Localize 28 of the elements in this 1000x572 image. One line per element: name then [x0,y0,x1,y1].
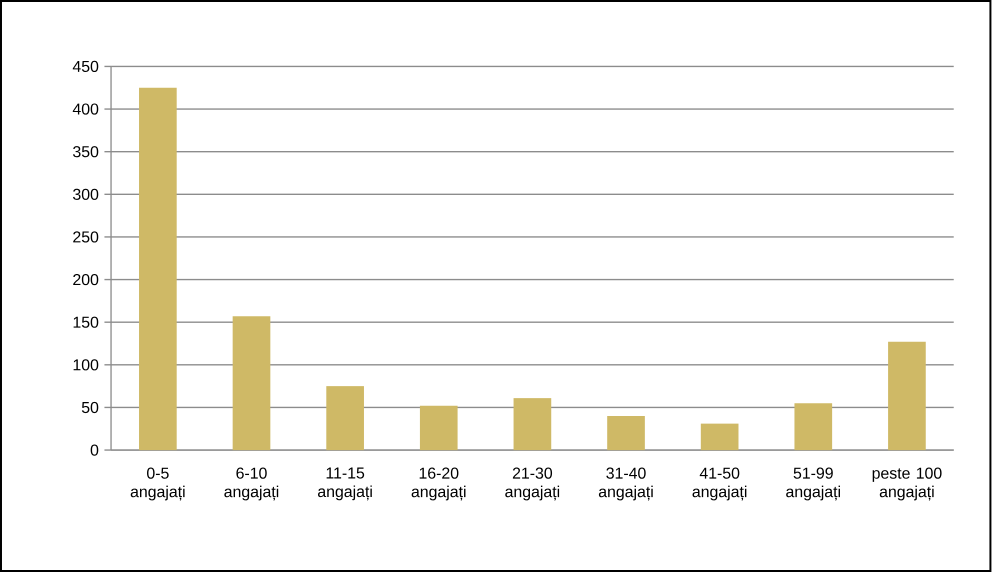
bar [888,342,926,450]
bar [232,316,270,450]
y-tick-label: 200 [73,274,98,286]
bar [700,424,738,450]
y-tick-label: 250 [73,231,98,243]
x-tick-label: 6-10 angajați [224,468,278,500]
x-tick-label: 31-40 angajați [598,468,653,500]
x-tick-label: 11-15 angajați [318,468,372,500]
bar [139,88,177,450]
y-tick-label: 50 [82,402,98,414]
bar [326,386,364,450]
y-tick-label: 450 [72,60,98,72]
bar [794,403,832,450]
y-tick-label: 100 [74,359,98,370]
bar [514,398,552,450]
y-tick-label: 350 [73,146,98,158]
bar [607,416,645,450]
bar [420,406,458,450]
x-tick-label: 21-30 angajați [505,468,560,500]
y-tick-label: 0 [90,444,98,456]
x-tick-label: 16-20 angajați [412,468,466,500]
x-tick-label: 0-5 angajați [130,468,185,500]
y-tick-label: 150 [74,316,98,328]
x-tick-label: peste 100 angajați [872,468,942,500]
x-tick-label: 41-50 angajați [692,468,746,500]
y-tick-label: 300 [73,188,98,200]
x-tick-label: 51-99 angajați [786,468,840,500]
y-tick-label: 400 [72,103,98,115]
